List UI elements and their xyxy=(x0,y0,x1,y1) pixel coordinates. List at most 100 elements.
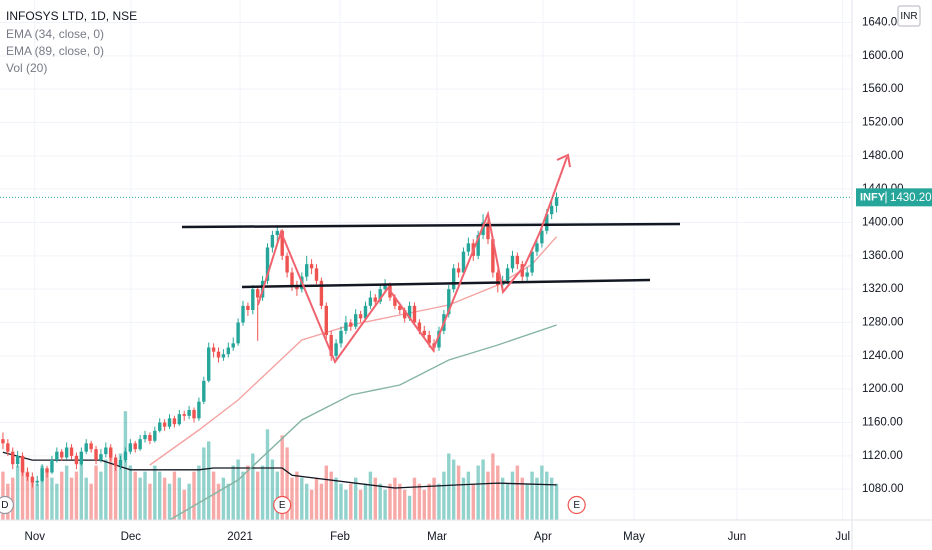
volume-bar xyxy=(256,471,260,520)
candle-body xyxy=(241,305,245,323)
volume-bar xyxy=(481,459,485,520)
candle-body xyxy=(510,255,515,269)
event-label: E xyxy=(573,500,580,511)
x-tick-label: Jun xyxy=(728,531,747,543)
volume-bar xyxy=(319,483,324,520)
volume-bar xyxy=(373,477,377,520)
candle-body xyxy=(60,451,64,458)
candle-body xyxy=(153,430,157,441)
candle-body xyxy=(545,214,549,231)
candle-body xyxy=(236,322,240,344)
pattern-path xyxy=(257,156,568,365)
volume-bar xyxy=(143,471,147,520)
volume-bar xyxy=(388,483,392,520)
candle-body xyxy=(339,330,343,344)
ema-line xyxy=(169,324,557,521)
candle-body xyxy=(461,251,466,273)
candle-body xyxy=(1,439,5,444)
volume-bar xyxy=(241,471,245,520)
volume-bar xyxy=(349,483,353,520)
candle-body xyxy=(35,480,39,483)
candle-body xyxy=(476,235,480,256)
volume-bar xyxy=(500,477,505,520)
volume-bar xyxy=(123,411,128,520)
legend-ema89: EMA (89, close, 0) xyxy=(6,44,104,58)
candle-body xyxy=(182,414,186,416)
candle-body xyxy=(172,418,177,425)
volume-bar xyxy=(305,483,309,520)
volume-bar xyxy=(64,465,69,520)
volume-bar xyxy=(270,459,275,520)
candle-body xyxy=(314,268,319,281)
volume-bar xyxy=(545,471,549,520)
volume-bar xyxy=(187,483,191,520)
candle-body xyxy=(398,305,402,310)
candle-body xyxy=(530,251,534,273)
grid xyxy=(0,0,852,520)
candle-body xyxy=(549,205,554,215)
candle-body xyxy=(251,289,255,310)
y-tick-label: 1280.00 xyxy=(862,317,904,329)
candle-body xyxy=(138,439,142,450)
y-tick-label: 1640.00 xyxy=(862,17,904,29)
volume-bar xyxy=(285,447,289,520)
candle-body xyxy=(143,435,147,440)
volume-bar xyxy=(118,453,123,520)
candle-body xyxy=(407,305,412,319)
candle-body xyxy=(290,272,294,285)
volume-bar xyxy=(442,471,446,520)
candle-body xyxy=(412,305,417,323)
candle-body xyxy=(305,264,309,277)
volume-bar xyxy=(192,471,196,520)
candle-body xyxy=(50,460,54,473)
candle-body xyxy=(162,422,167,427)
candle-body xyxy=(113,457,118,466)
volume-bar xyxy=(353,477,358,520)
volume-bar xyxy=(216,483,221,520)
volume-bar xyxy=(60,471,64,520)
candle-body xyxy=(40,468,44,481)
volume-bar xyxy=(246,465,250,520)
volume-bar xyxy=(437,483,441,520)
candle-body xyxy=(358,314,363,319)
volume-bar xyxy=(476,465,480,520)
volume-bar xyxy=(314,477,319,520)
volume-bar xyxy=(148,483,152,520)
volume-bar xyxy=(40,465,44,520)
candle-body xyxy=(109,447,113,458)
candle-body xyxy=(525,272,529,277)
volume-bar xyxy=(79,459,84,520)
volume-bar xyxy=(540,465,544,520)
candle-body xyxy=(99,454,103,460)
candle-body xyxy=(270,235,275,248)
arrow-head xyxy=(556,153,571,168)
candle-body xyxy=(393,297,397,306)
event-marker xyxy=(273,495,292,515)
volume-bar xyxy=(549,477,554,520)
volume-bar xyxy=(158,471,162,520)
support-line xyxy=(241,278,651,289)
drawings xyxy=(181,153,681,365)
volume-bar xyxy=(133,471,137,520)
candle-body xyxy=(216,351,221,358)
candle-body xyxy=(94,449,98,460)
currency-box[interactable] xyxy=(897,5,921,27)
volume-bar xyxy=(260,465,265,520)
candle-body xyxy=(378,289,382,302)
volume-bar xyxy=(55,483,59,520)
candle-body xyxy=(246,305,250,310)
volume-ma-line xyxy=(2,451,557,489)
candle-body xyxy=(231,343,235,348)
chart-title: INFOSYS LTD, 1D, NSE xyxy=(6,9,137,23)
candle-body xyxy=(211,347,216,352)
volume-bar xyxy=(471,483,475,520)
candle-body xyxy=(15,455,20,465)
candle-body xyxy=(69,447,74,456)
candle-body xyxy=(207,347,211,381)
volume-bar xyxy=(363,483,368,520)
y-tick-label: 1360.00 xyxy=(862,250,904,262)
candle-body xyxy=(437,330,441,348)
volume-bar xyxy=(525,483,529,520)
legend: INFOSYS LTD, 1D, NSE EMA (34, close, 0) … xyxy=(6,9,137,75)
candle-body xyxy=(192,410,196,419)
